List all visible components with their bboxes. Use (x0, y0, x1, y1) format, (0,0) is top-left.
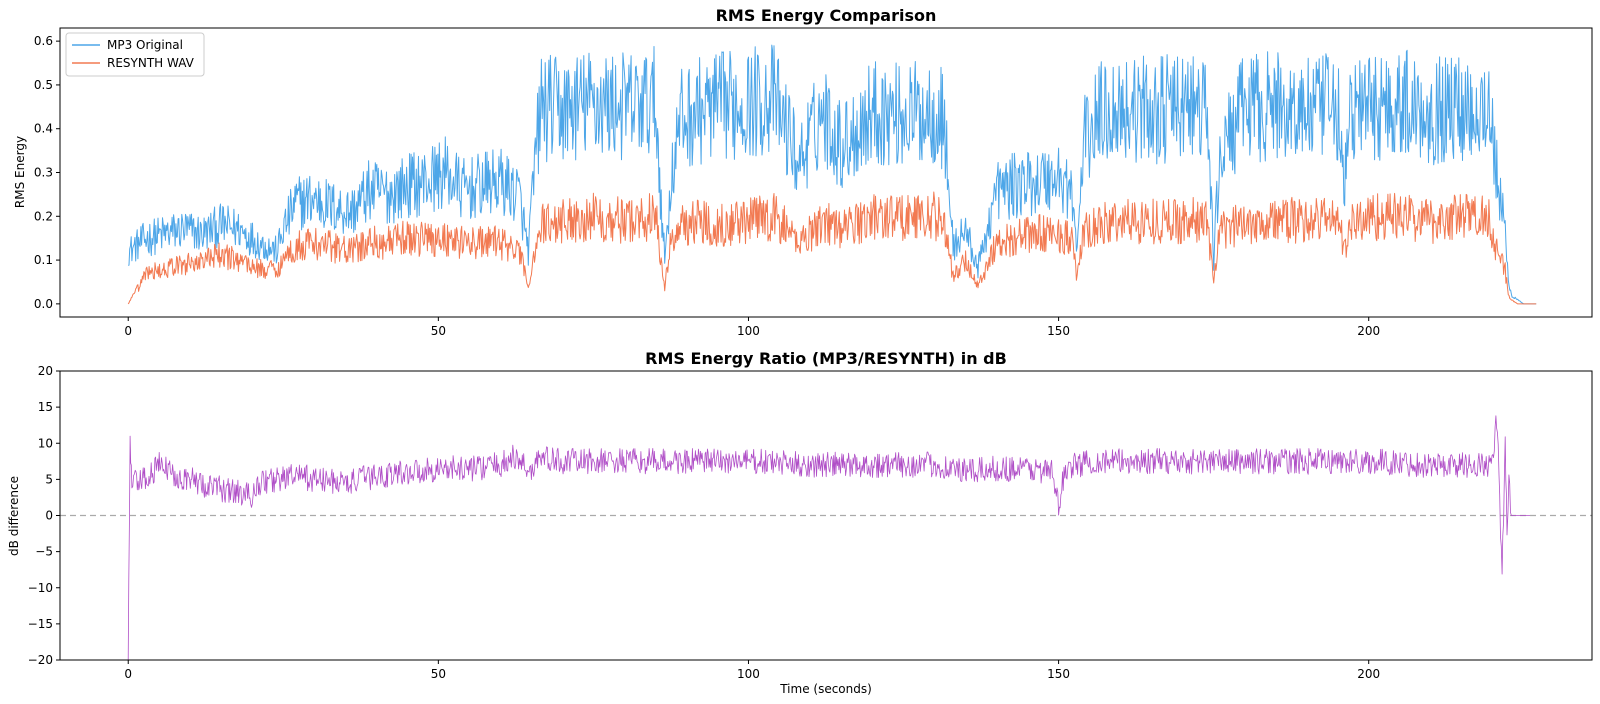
rms-energy-series-group (127, 44, 1537, 305)
x-tick-label: 50 (431, 667, 446, 681)
db-difference-line (127, 415, 1530, 661)
y-tick-label: −20 (28, 653, 53, 667)
y-tick-label: 5 (45, 472, 53, 486)
y-tick-label: 0.0 (34, 297, 53, 311)
y-tick-label: 10 (38, 436, 53, 450)
y-tick-label: 0.3 (34, 166, 53, 180)
x-tick-label: 100 (737, 667, 760, 681)
y-tick-label: 20 (38, 364, 53, 378)
resynth-wav-line (127, 191, 1537, 305)
y-tick-label: 15 (38, 400, 53, 414)
legend-label-resynth-wav: RESYNTH WAV (107, 56, 195, 70)
y-tick-label: 0.2 (34, 209, 53, 223)
legend: MP3 Original RESYNTH WAV (65, 32, 205, 77)
x-tick-label: 200 (1357, 324, 1380, 338)
y-tick-label: 0.5 (34, 78, 53, 92)
x-tick-label: 200 (1357, 667, 1380, 681)
rms-energy-plot-frame (59, 27, 1593, 318)
x-tick-label: 0 (124, 324, 132, 338)
x-tick-label: 150 (1047, 324, 1070, 338)
y-tick-label: −10 (28, 581, 53, 595)
rms-energy-y-ticks: 0.0 0.1 0.2 0.3 0.4 0.5 0.6 (34, 34, 60, 311)
db-ratio-x-ticks: 0 50 100 150 200 (124, 660, 1380, 681)
y-tick-label: 0.4 (34, 122, 53, 136)
x-tick-label: 0 (124, 667, 132, 681)
y-tick-label: 0.6 (34, 34, 53, 48)
y-tick-label: 0 (45, 509, 53, 523)
y-tick-label: −5 (35, 545, 53, 559)
legend-frame (65, 32, 205, 77)
rms-energy-x-ticks: 0 50 100 150 200 (124, 317, 1380, 338)
db-ratio-chart: 0 50 100 150 200 −20 −15 −10 −5 0 5 10 15 20 RMS Ene… (7, 349, 1593, 696)
rms-energy-chart: 0 50 100 150 200 0.0 0.1 0.2 0.3 0.4 0.5 0.6 RMS E… (13, 6, 1593, 338)
x-tick-label: 100 (737, 324, 760, 338)
y-tick-label: 0.1 (34, 253, 53, 267)
db-ratio-x-axis-label: Time (seconds) (779, 682, 872, 696)
y-tick-label: −15 (28, 617, 53, 631)
x-tick-label: 50 (431, 324, 446, 338)
x-tick-label: 150 (1047, 667, 1070, 681)
db-ratio-title: RMS Energy Ratio (MP3/RESYNTH) in dB (645, 349, 1007, 368)
db-ratio-y-axis-label: dB difference (7, 476, 21, 556)
db-ratio-series-group (127, 415, 1530, 661)
mp3-original-line (128, 44, 1537, 305)
rms-energy-y-axis-label: RMS Energy (13, 136, 27, 208)
db-ratio-y-ticks: −20 −15 −10 −5 0 5 10 15 20 (28, 364, 60, 667)
legend-label-mp3-original: MP3 Original (107, 38, 183, 52)
rms-energy-title: RMS Energy Comparison (716, 6, 937, 25)
